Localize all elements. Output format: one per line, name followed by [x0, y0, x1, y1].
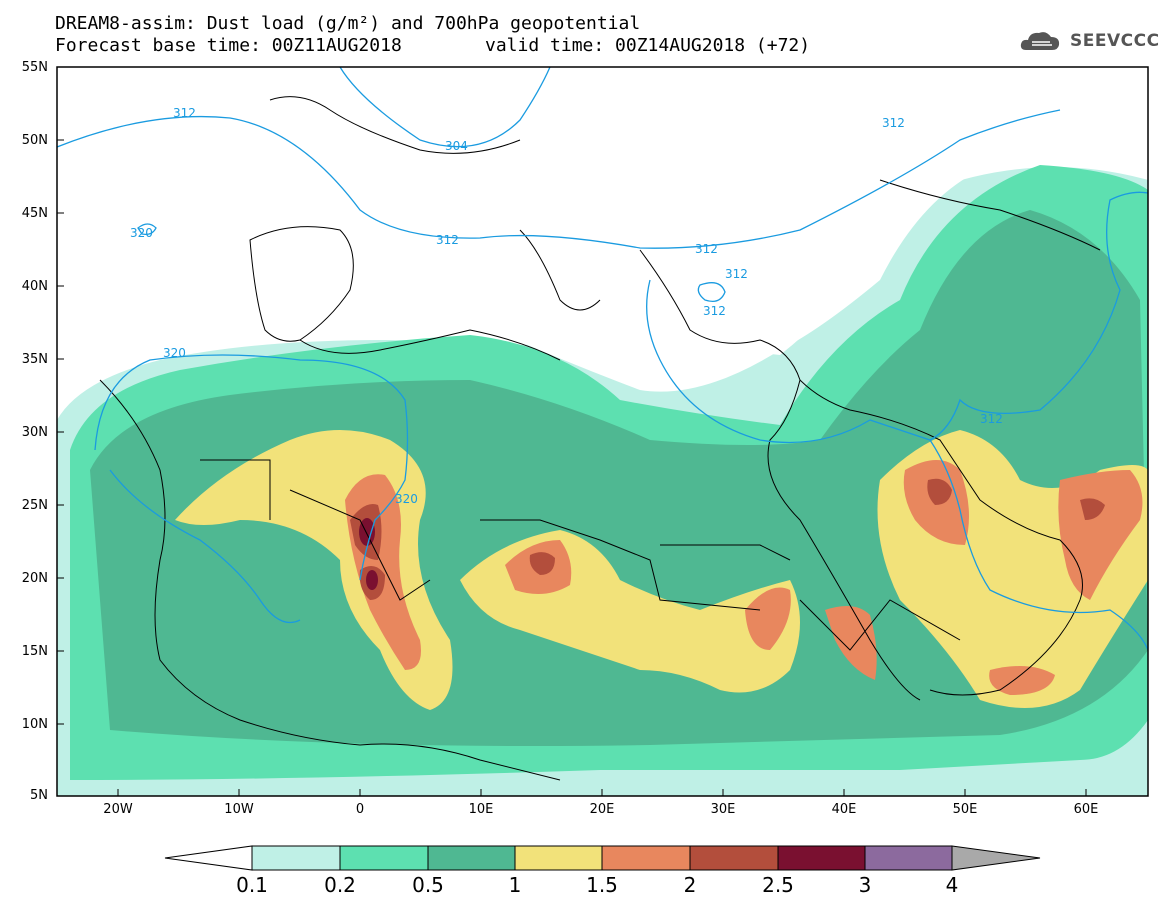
no-dust-europe	[57, 67, 1148, 392]
lon-label: 60E	[1073, 802, 1099, 817]
logo-text: SEEVCCC	[1070, 31, 1160, 51]
dust-core-2-5-b	[366, 570, 378, 590]
contour-312-loop	[697, 282, 726, 303]
colorbar-swatch	[427, 845, 516, 871]
contour-label: 312	[173, 106, 196, 120]
map-title-line: DREAM8-assim: Dust load (g/m²) and 700hP…	[55, 13, 641, 34]
contour-label: 312	[695, 242, 718, 256]
contour-label: 320	[163, 346, 186, 360]
colorbar-low-arrow	[164, 845, 253, 871]
contour-label: 320	[395, 492, 418, 506]
dust-core-2-oman	[1080, 498, 1105, 520]
contour-label: 312	[436, 233, 459, 247]
contour-label: 312	[882, 116, 905, 130]
ticks	[57, 66, 1087, 796]
dust-band-1-5-redsea	[825, 606, 877, 680]
colorbar-swatch	[864, 845, 953, 871]
colorbar-swatch	[689, 845, 779, 871]
dust-band-1-5-arabian-sea	[989, 666, 1055, 695]
colorbar-label: 2	[683, 873, 697, 897]
dust-band-1-5-sudan	[745, 587, 791, 650]
colorbar-label: 0.2	[324, 873, 356, 897]
contour-312-gulf	[929, 439, 1148, 651]
contour-label: 312	[703, 304, 726, 318]
lon-label: 20W	[103, 802, 133, 817]
lat-label: 35N	[21, 352, 48, 367]
lon-label: 40E	[831, 802, 857, 817]
lon-label: 50E	[952, 802, 978, 817]
contour-label-group: 312 304 312 320 312 312 312 320 312 312 …	[130, 106, 1003, 506]
lon-label: 10E	[468, 802, 494, 817]
lat-label: 30N	[21, 425, 48, 440]
contour-320-west	[109, 469, 301, 624]
contour-label: 304	[445, 139, 468, 153]
lat-label: 45N	[21, 206, 48, 221]
lon-label: 0	[355, 802, 365, 817]
lon-label: 30E	[710, 802, 736, 817]
lon-label: 20E	[589, 802, 615, 817]
contour-label: 312	[725, 267, 748, 281]
contour-304	[339, 67, 551, 148]
valid-time: valid time: 00Z14AUG2018 (+72)	[485, 35, 811, 56]
colorbar-label: 1.5	[586, 873, 618, 897]
contour-320-sahara	[94, 354, 409, 581]
colorbar-high-arrow	[951, 845, 1041, 871]
cloud-logo-icon	[1020, 32, 1060, 50]
colorbar-swatch	[339, 845, 429, 871]
lat-label: 20N	[21, 571, 48, 586]
lat-label: 15N	[21, 644, 48, 659]
coastlines	[99, 96, 1101, 781]
lat-label: 55N	[21, 60, 48, 75]
colorbar-label: 4	[945, 873, 959, 897]
colorbar-label: 2.5	[762, 873, 794, 897]
dust-core-2-chad	[529, 552, 555, 575]
colorbar-label: 1	[508, 873, 522, 897]
dust-core-2-saudi	[927, 478, 952, 505]
lat-label: 40N	[21, 279, 48, 294]
colorbar	[164, 845, 1041, 871]
colorbar-swatch	[601, 845, 691, 871]
lat-label: 5N	[30, 788, 48, 803]
forecast-base-time: Forecast base time: 00Z11AUG2018	[55, 35, 402, 56]
contour-312-cyprus	[646, 191, 1148, 444]
colorbar-swatch	[251, 845, 341, 871]
colorbar-swatch	[514, 845, 603, 871]
lat-label: 25N	[21, 498, 48, 513]
colorbar-label: 0.5	[412, 873, 444, 897]
contour-label: 312	[980, 412, 1003, 426]
lat-label: 50N	[21, 133, 48, 148]
contour-320-small	[137, 223, 157, 236]
contour-label: 320	[130, 226, 153, 240]
lon-label: 10W	[224, 802, 254, 817]
colorbar-label: 3	[858, 873, 872, 897]
colorbar-label: 0.1	[236, 873, 268, 897]
geopotential-contours	[57, 67, 1148, 651]
contour-312-west	[57, 109, 1061, 249]
colorbar-swatch	[777, 845, 866, 871]
lat-label: 10N	[21, 717, 48, 732]
